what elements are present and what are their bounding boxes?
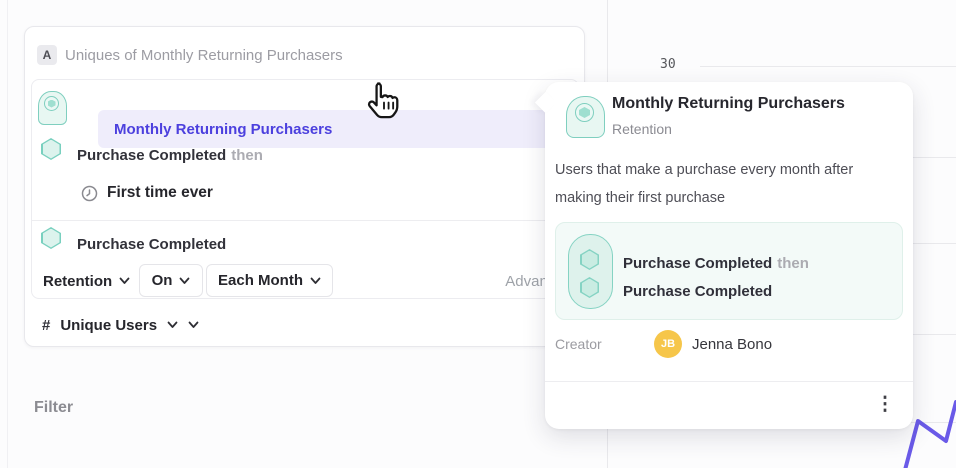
popover-type: Retention bbox=[612, 121, 672, 137]
cohort-icon bbox=[566, 96, 605, 138]
popover-divider bbox=[545, 381, 913, 382]
selected-event-label: Monthly Returning Purchasers bbox=[114, 120, 333, 138]
chevron-down-icon bbox=[179, 277, 190, 285]
first-time-label: First time ever bbox=[107, 184, 213, 201]
measurement-dropdown[interactable]: # Unique Users bbox=[42, 312, 199, 338]
on-dropdown[interactable]: On bbox=[139, 264, 203, 297]
definition-preview: Purchase Completed then Purchase Complet… bbox=[555, 222, 903, 320]
chevron-down-icon[interactable] bbox=[188, 321, 199, 329]
gridline bbox=[700, 66, 956, 67]
definition-step-1: Purchase Completed then bbox=[623, 254, 809, 272]
hand-cursor-icon bbox=[362, 80, 404, 120]
query-title: Uniques of Monthly Returning Purchasers bbox=[65, 46, 343, 64]
measurement-label: Unique Users bbox=[60, 316, 158, 334]
series-a-badge[interactable]: A bbox=[37, 45, 57, 65]
event-row-1[interactable]: Purchase Completed then bbox=[77, 142, 263, 168]
on-dropdown-label: On bbox=[151, 272, 173, 289]
definition-step-2: Purchase Completed bbox=[623, 282, 773, 300]
cohort-icon bbox=[38, 91, 67, 125]
popover-description: Users that make a purchase every month a… bbox=[555, 162, 854, 206]
creator-row: Creator JB Jenna Bono bbox=[555, 330, 901, 358]
creator-name: Jenna Bono bbox=[692, 335, 773, 353]
filter-section-title: Filter bbox=[34, 399, 74, 416]
panel-left-edge bbox=[7, 0, 8, 468]
controls-row: Retention On Each Month Advanced bbox=[32, 264, 578, 298]
chevron-down-icon[interactable] bbox=[167, 321, 178, 329]
trend-line-chart bbox=[903, 400, 956, 468]
event-hexagon-icon bbox=[41, 138, 61, 160]
then-connector: then bbox=[777, 254, 809, 272]
event-group-box: Monthly Returning Purchasers Purchase Co… bbox=[31, 79, 579, 299]
event-label: Purchase Completed bbox=[77, 146, 227, 164]
first-time-row[interactable]: First time ever bbox=[81, 180, 213, 206]
chevron-down-icon bbox=[119, 277, 130, 285]
event-label: Purchase Completed bbox=[77, 235, 227, 253]
kebab-menu-button[interactable]: ⋮ bbox=[875, 393, 895, 415]
y-axis-tick: 30 bbox=[660, 57, 676, 72]
trend-line bbox=[903, 400, 956, 468]
avatar: JB bbox=[654, 330, 682, 358]
then-connector: then bbox=[231, 146, 263, 164]
group-divider bbox=[32, 220, 578, 221]
popover-title: Monthly Returning Purchasers bbox=[612, 95, 845, 112]
event-hexagon-icon bbox=[41, 227, 61, 249]
count-symbol: # bbox=[42, 316, 51, 334]
clock-icon bbox=[81, 185, 98, 202]
creator-label: Creator bbox=[555, 336, 602, 352]
event-details-popover: Monthly Returning Purchasers Retention U… bbox=[534, 82, 913, 429]
interval-dropdown[interactable]: Each Month bbox=[206, 264, 333, 297]
selected-event-row[interactable]: Monthly Returning Purchasers bbox=[98, 110, 569, 148]
funnel-pill-icon bbox=[568, 234, 613, 309]
mode-dropdown[interactable]: Retention bbox=[43, 265, 130, 297]
chevron-down-icon bbox=[310, 277, 321, 285]
interval-dropdown-label: Each Month bbox=[218, 272, 303, 289]
mode-dropdown-label: Retention bbox=[43, 272, 113, 290]
query-builder-card: A Uniques of Monthly Returning Purchaser… bbox=[24, 26, 585, 347]
event-row-2[interactable]: Purchase Completed bbox=[77, 231, 226, 257]
